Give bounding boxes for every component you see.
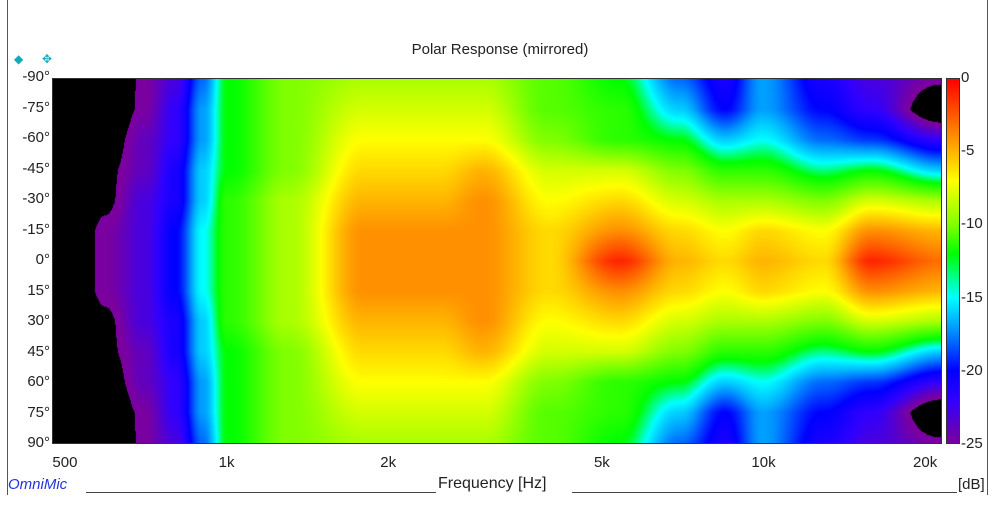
chart-title: Polar Response (mirrored) (411, 41, 589, 58)
y-tick-label: -90° (22, 68, 50, 85)
bottom-line-right (572, 492, 957, 493)
y-tick-label: 30° (27, 312, 50, 329)
x-tick-label: 20k (913, 454, 938, 471)
expand-vertical-icon[interactable]: ◆ (14, 52, 24, 66)
y-tick-label: 90° (27, 434, 50, 451)
x-tick-label: 500 (52, 454, 78, 471)
frame-left (7, 0, 8, 495)
x-axis-title: Frequency [Hz] (438, 475, 547, 492)
heatmap-plot (52, 78, 942, 444)
colorbar-tick-label: -15 (961, 288, 983, 306)
colorbar-tick-label: -10 (961, 215, 983, 233)
y-tick-label: -15° (22, 220, 50, 238)
colorbar-unit: [dB] (958, 476, 985, 493)
y-tick-label: 60° (27, 373, 50, 390)
y-tick-label: 0° (35, 251, 50, 268)
colorbar-tick-label: -25 (961, 435, 983, 452)
y-tick-label: -60° (22, 129, 50, 146)
brand-label: OmniMic (8, 476, 68, 493)
colorbar-tick-label: -5 (961, 142, 975, 160)
y-tick-label: 15° (27, 281, 50, 299)
colorbar-tick-label: -20 (961, 361, 983, 379)
x-tick-label: 10k (751, 454, 776, 471)
x-tick-label: 2k (380, 454, 397, 471)
y-tick-label: 75° (27, 403, 50, 421)
collapse-vertical-icon[interactable]: ✥ (42, 52, 53, 66)
y-tick-label: -75° (22, 98, 50, 116)
y-tick-label: 45° (27, 342, 50, 360)
heatmap-canvas (53, 79, 941, 443)
bottom-line-left (86, 492, 436, 493)
colorbar-tick-label: 0 (961, 69, 970, 86)
y-tick-label: -30° (22, 190, 50, 207)
y-tick-label: -45° (22, 159, 50, 177)
x-tick-label: 1k (218, 454, 235, 471)
colorbar (946, 78, 960, 444)
frame-right (987, 0, 988, 495)
x-tick-label: 5k (593, 454, 610, 471)
